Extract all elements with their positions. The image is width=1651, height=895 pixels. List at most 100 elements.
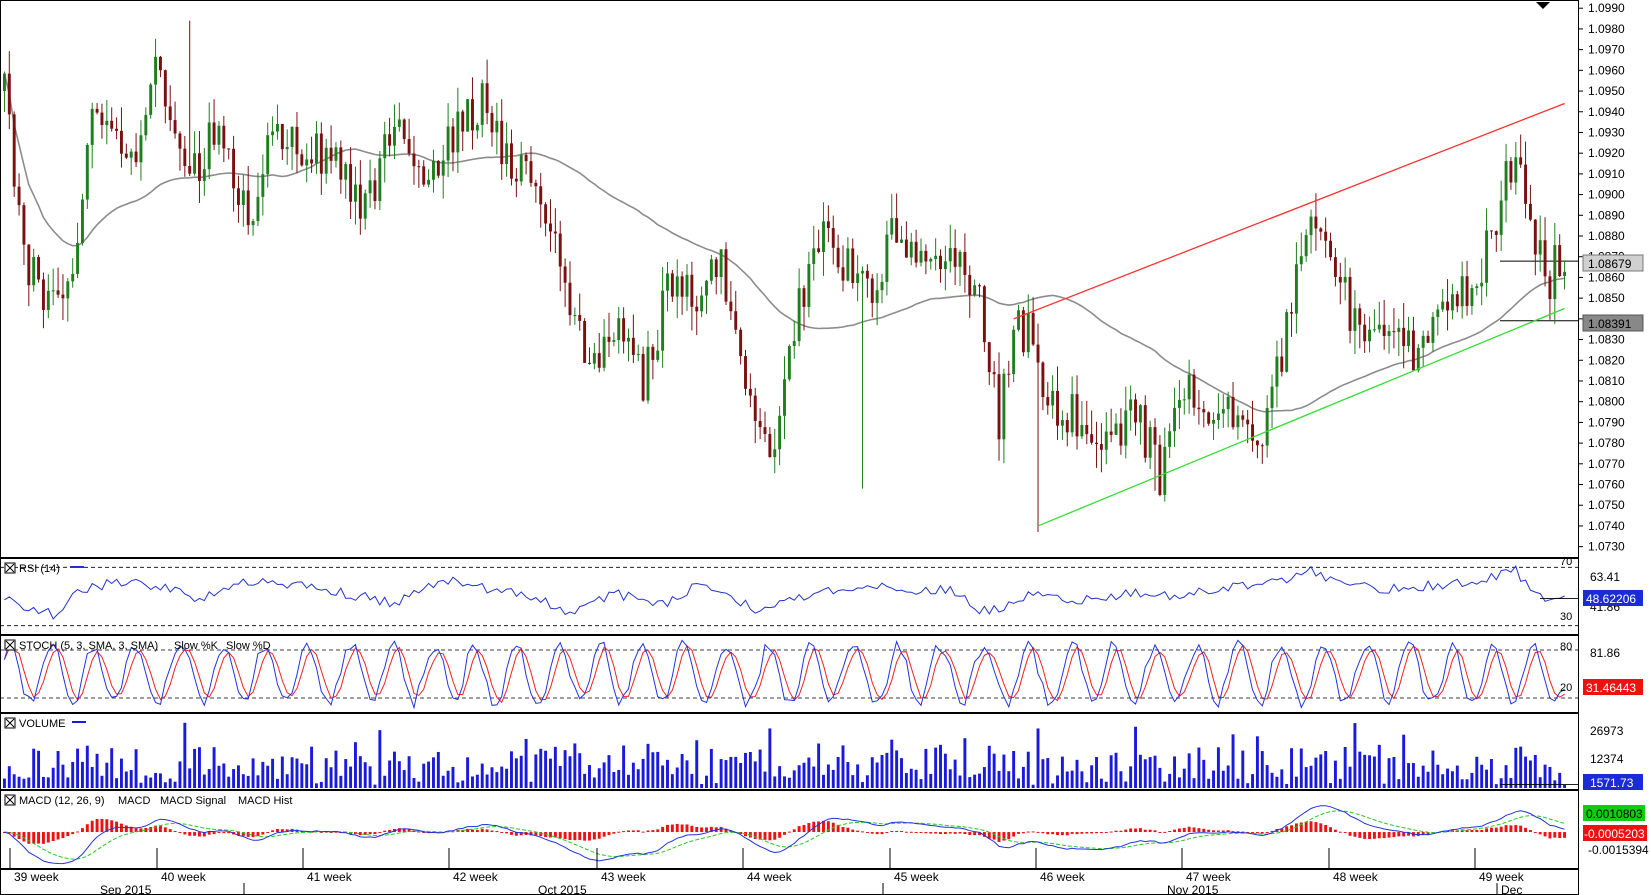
macd-hist-bar (578, 832, 582, 840)
volume-bar (90, 766, 94, 788)
macd-hist-bar (41, 832, 45, 844)
candle (1187, 359, 1191, 414)
macd-hist-bar (227, 832, 231, 834)
candle (856, 255, 860, 302)
candle (1524, 141, 1528, 219)
price-tick-label: 1.0910 (1588, 167, 1625, 181)
macd-hist-bar (1080, 832, 1084, 834)
candle (1241, 410, 1245, 427)
volume-bar (261, 761, 265, 788)
volume-bar (358, 756, 362, 788)
macd-hist-bar (1255, 832, 1259, 834)
stoch-header: STOCH (5, 3, SMA, 3, SMA) Slow %K Slow %… (4, 639, 1643, 695)
macd-panel-frame (0, 790, 1579, 869)
macd-hist-bar (76, 831, 80, 833)
macd-hist-bar (583, 832, 587, 841)
candle (1246, 409, 1250, 444)
volume-bar (334, 750, 338, 788)
candle (1119, 408, 1123, 455)
candle (670, 269, 674, 302)
scroll-marker-icon[interactable] (1536, 2, 1550, 9)
price-tick-label: 1.0950 (1588, 84, 1625, 98)
volume-bar (958, 775, 962, 788)
candle (729, 281, 733, 320)
macd-hist-bar (1041, 832, 1045, 834)
stoch-level-80: 80 (1560, 641, 1572, 653)
volume-bar (982, 767, 986, 788)
candle (115, 117, 119, 140)
macd-hist-bar (139, 828, 143, 833)
candle (1333, 247, 1337, 287)
macd-hist-bar (95, 819, 99, 833)
stoch-k-line (3, 639, 1565, 710)
candle (524, 152, 528, 175)
volume-layer (2, 722, 1579, 788)
volume-bar (373, 784, 377, 788)
volume-bar (66, 777, 70, 788)
volume-bar (851, 775, 855, 788)
macd-hist-bar (173, 830, 177, 833)
macd-hist-bar (797, 826, 801, 833)
candle (7, 51, 11, 130)
macd-hist-bar (724, 828, 728, 833)
candle (841, 245, 845, 292)
volume-bar (987, 745, 991, 788)
candle (285, 129, 289, 165)
volume-bar (412, 777, 416, 788)
candle (958, 249, 962, 286)
week-label: 49 week (1479, 870, 1525, 884)
macd-hist-bar (1353, 832, 1357, 837)
macd-hist-bar (1207, 829, 1211, 833)
macd-hist-bar (1333, 829, 1337, 833)
candle (890, 193, 894, 240)
candle (12, 111, 16, 197)
candle (315, 121, 318, 174)
macd-hist-bar (466, 828, 470, 833)
candle (1465, 260, 1469, 316)
volume-bar (197, 747, 201, 788)
macd-hist-bar (1158, 832, 1162, 834)
macd-hist-bar (188, 832, 192, 836)
macd-hist-bar (958, 832, 962, 834)
channel-lower-line[interactable] (1037, 307, 1565, 527)
volume-bar (183, 722, 187, 788)
candle (1099, 423, 1103, 473)
volume-bar (461, 780, 465, 788)
candle (602, 319, 606, 372)
candle (1109, 408, 1113, 443)
macd-hist-bar (773, 832, 777, 840)
macd-hist-bar (987, 832, 991, 839)
macd-hist-bar (378, 832, 382, 834)
macd-hist-bar (100, 818, 104, 833)
macd-hist-bar (768, 832, 772, 841)
volume-bar (280, 756, 284, 788)
macd-hist-bar (1119, 830, 1123, 833)
volume-bar (1153, 755, 1157, 788)
volume-bar (865, 775, 869, 788)
channel-upper-line[interactable] (1013, 102, 1565, 320)
candle (1070, 376, 1074, 437)
candle (1012, 325, 1016, 383)
candle (1051, 375, 1055, 419)
volume-bar (1489, 759, 1493, 788)
macd-hist-bar (56, 832, 60, 840)
candle (636, 344, 640, 362)
macd-hist-bar (807, 823, 811, 833)
volume-bar (76, 748, 80, 788)
volume-bar (1085, 782, 1089, 788)
candle (461, 109, 465, 152)
macd-hist-bar (1489, 827, 1493, 833)
volume-bar (300, 763, 304, 788)
macd-hist-bar (1426, 832, 1430, 835)
candle (1372, 309, 1376, 333)
candle (982, 285, 986, 352)
volume-bar (188, 768, 192, 788)
candle (783, 356, 786, 440)
candle (246, 165, 250, 235)
volume-bar (168, 778, 172, 788)
volume-bar (792, 770, 796, 788)
volume-bar (329, 767, 333, 788)
volume-bar (1494, 784, 1498, 788)
volume-bar (592, 777, 596, 788)
volume-bar (158, 773, 162, 788)
